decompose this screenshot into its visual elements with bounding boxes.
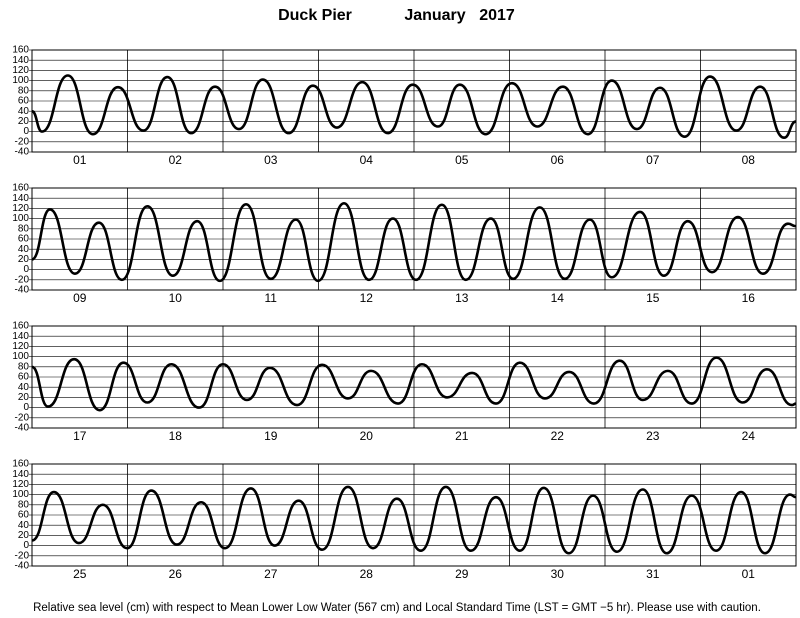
y-tick-label: 60 (18, 96, 30, 107)
y-tick-label: -20 (15, 274, 30, 285)
day-label: 04 (360, 153, 374, 167)
day-label: 09 (73, 291, 87, 305)
day-label: 21 (455, 429, 469, 443)
y-tick-label: 0 (23, 540, 29, 551)
day-label: 18 (169, 429, 183, 443)
day-label: 26 (169, 567, 183, 581)
y-tick-label: -40 (15, 561, 30, 572)
y-tick-label: 160 (12, 459, 29, 470)
y-tick-label: 140 (12, 193, 29, 204)
day-label: 28 (360, 567, 374, 581)
day-label: 30 (551, 567, 565, 581)
day-label: 05 (455, 153, 469, 167)
y-tick-label: 60 (18, 510, 30, 521)
y-tick-label: 80 (18, 223, 30, 234)
tide-curve (32, 201, 796, 283)
y-tick-label: 100 (12, 489, 29, 500)
day-label: 17 (73, 429, 87, 443)
day-label: 01 (742, 567, 756, 581)
y-tick-label: 60 (18, 372, 30, 383)
day-label: 08 (742, 153, 756, 167)
plot-frame (31, 463, 797, 567)
y-tick-label: 80 (18, 85, 30, 96)
y-tick-label: 160 (12, 183, 29, 194)
y-tick-label: 0 (23, 264, 29, 275)
y-tick-label: -20 (15, 136, 30, 147)
y-tick-label: 20 (18, 530, 30, 541)
day-label: 03 (264, 153, 278, 167)
day-label: 13 (455, 291, 469, 305)
day-label: 31 (646, 567, 660, 581)
day-label: 25 (73, 567, 87, 581)
y-tick-label: -20 (15, 412, 30, 423)
y-tick-label: 140 (12, 331, 29, 342)
day-label: 06 (551, 153, 565, 167)
y-tick-label: 120 (12, 479, 29, 490)
y-tick-label: 120 (12, 65, 29, 76)
tide-curve (32, 485, 796, 555)
plot-frame (31, 325, 797, 429)
y-tick-label: 120 (12, 203, 29, 214)
station-name: Duck Pier (278, 7, 352, 24)
day-label: 10 (169, 291, 183, 305)
y-tick-label: 100 (12, 351, 29, 362)
y-tick-label: 40 (18, 244, 30, 255)
day-label: 14 (551, 291, 565, 305)
day-label: 12 (360, 291, 374, 305)
day-label: 27 (264, 567, 278, 581)
plot-frame (31, 187, 797, 291)
year: 2017 (479, 7, 515, 24)
tide-curve (32, 74, 796, 140)
y-tick-label: 60 (18, 234, 30, 245)
y-tick-label: -20 (15, 550, 30, 561)
y-tick-label: 40 (18, 106, 30, 117)
footer-note: Relative sea level (cm) with respect to … (33, 602, 761, 614)
day-label: 01 (73, 153, 87, 167)
y-tick-label: 80 (18, 499, 30, 510)
y-tick-label: 40 (18, 520, 30, 531)
day-label: 07 (646, 153, 660, 167)
y-tick-label: 120 (12, 341, 29, 352)
day-label: 19 (264, 429, 278, 443)
y-tick-label: 0 (23, 402, 29, 413)
y-tick-label: 160 (12, 45, 29, 56)
y-tick-label: 160 (12, 321, 29, 332)
y-tick-label: 140 (12, 469, 29, 480)
y-tick-label: -40 (15, 147, 30, 158)
plot-frame (31, 49, 797, 153)
day-label: 15 (646, 291, 660, 305)
y-tick-label: -40 (15, 423, 30, 434)
day-label: 24 (742, 429, 756, 443)
y-tick-label: 20 (18, 116, 30, 127)
y-tick-label: 20 (18, 254, 30, 265)
y-tick-label: 40 (18, 382, 30, 393)
day-label: 02 (169, 153, 183, 167)
y-tick-label: 0 (23, 126, 29, 137)
y-tick-label: 20 (18, 392, 30, 403)
y-tick-label: 140 (12, 55, 29, 66)
y-tick-label: 100 (12, 75, 29, 86)
y-tick-label: 100 (12, 213, 29, 224)
month: January (404, 7, 465, 24)
day-label: 16 (742, 291, 756, 305)
day-label: 29 (455, 567, 469, 581)
y-tick-label: 80 (18, 361, 30, 372)
day-label: 11 (265, 291, 278, 305)
tide-curve (32, 356, 796, 412)
y-tick-label: -40 (15, 285, 30, 296)
day-label: 23 (646, 429, 660, 443)
day-label: 20 (360, 429, 374, 443)
day-label: 22 (551, 429, 565, 443)
